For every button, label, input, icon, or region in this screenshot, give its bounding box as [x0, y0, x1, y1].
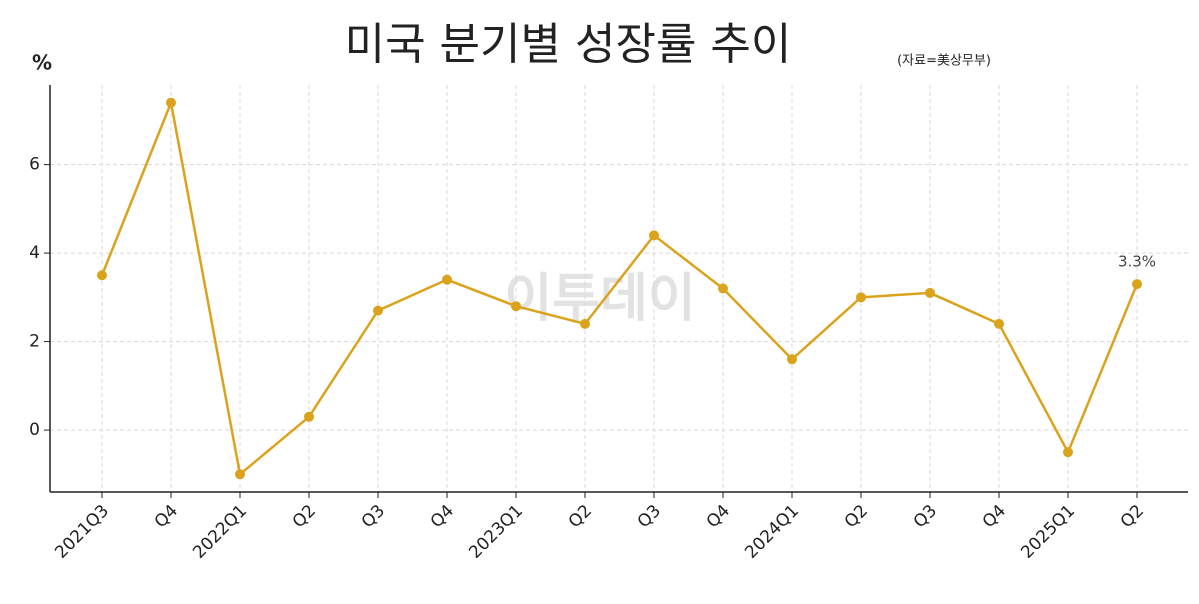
point: [442, 274, 452, 285]
point: [925, 287, 935, 298]
x-tick-label: Q4: [151, 501, 182, 532]
point: [718, 283, 728, 294]
x-tick-label: 2022Q1: [189, 501, 251, 563]
x-tick-label: 2024Q1: [741, 501, 803, 563]
point: [166, 97, 176, 108]
point: [856, 292, 866, 303]
x-tick-label: Q3: [358, 501, 389, 532]
x-tick-label: Q4: [427, 501, 458, 532]
y-tick-label: 4: [29, 243, 40, 263]
point: [994, 318, 1004, 329]
chart-title: 미국 분기별 성장률 추이: [345, 19, 792, 70]
x-tick-label: 2025Q1: [1017, 501, 1079, 563]
y-tick-label: 0: [29, 420, 40, 440]
y-tick-label: 6: [29, 155, 40, 175]
y-axis-label: %: [32, 51, 52, 75]
watermark: 이투데이: [504, 269, 695, 329]
chart-subtitle: (자료=美상무부): [897, 54, 991, 69]
x-tick-label: Q4: [703, 501, 734, 532]
point: [235, 469, 245, 480]
x-tick-label: Q2: [841, 501, 872, 532]
y-tick-label: 2: [29, 332, 40, 352]
point: [649, 230, 659, 241]
x-tick-label: Q4: [979, 501, 1010, 532]
x-tick-label: 2023Q1: [465, 501, 527, 563]
point: [580, 318, 590, 329]
point: [511, 301, 521, 312]
x-tick-label: Q3: [634, 501, 665, 532]
line: [100, 98, 1139, 477]
point: [1063, 447, 1073, 458]
point: [1132, 279, 1142, 290]
x-tick-label: 2021Q3: [51, 501, 113, 563]
x-tick-label: Q3: [910, 501, 941, 532]
x-tick-label: Q2: [289, 501, 320, 532]
point: [304, 411, 314, 422]
x-tick-label: Q2: [565, 501, 596, 532]
point: [97, 270, 107, 281]
point: [787, 354, 797, 365]
x-tick-label: Q2: [1117, 501, 1148, 532]
data-label: 3.3%: [1118, 253, 1156, 271]
point: [373, 305, 383, 316]
